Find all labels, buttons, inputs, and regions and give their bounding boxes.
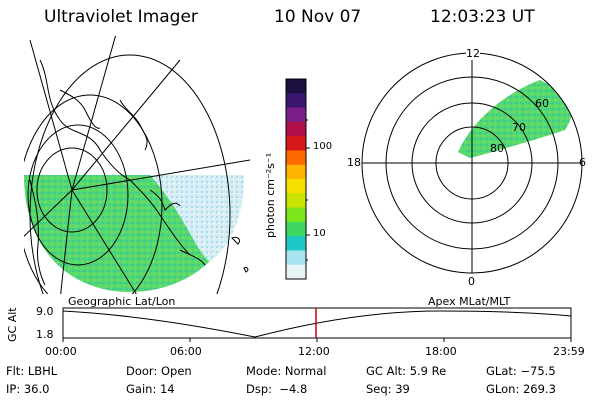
colorbar-stripe [286,107,306,123]
altitude-curve [62,310,572,338]
colorbar-stripe [286,207,306,223]
info-mode: Mode: Normal [246,364,327,378]
info-glat: GLat: −75.5 [486,364,556,378]
time-tick-0600: 06:00 [170,345,202,358]
mlt-label-bottom: 0 [468,275,475,288]
info-door: Door: Open [126,364,192,378]
mlt-label-top: 12 [466,47,480,60]
polar-emission-region [458,80,572,158]
mlat-label-70: 70 [512,121,526,134]
colorbar-stripe [286,150,306,166]
colorbar-tick-100: 100 [313,141,333,152]
info-gc-alt: GC Alt: 5.9 Re [366,364,447,378]
geo-panel-label: Geographic Lat/Lon [68,295,176,308]
time-tick-2359: 23:59 [553,345,585,358]
colorbar-stripe [286,236,306,251]
colorbar-stripe [286,136,306,151]
info-gain: Gain: 14 [126,382,175,396]
observation-date: 10 Nov 07 [274,7,362,27]
mlat-label-80: 80 [490,142,504,155]
time-tick-1200: 12:00 [298,345,330,358]
info-glon: GLon: 269.3 [486,382,556,396]
geo-map [24,36,251,294]
colorbar-scale [286,79,306,280]
observation-time: 12:03:23 UT [430,7,535,27]
polar-panel-label: Apex MLat/MLT [428,295,511,308]
colorbar-stripe [286,164,306,180]
app-title: Ultraviolet Imager [44,7,198,27]
mlt-label-left: 18 [347,156,361,169]
colorbar-stripe [286,264,306,280]
info-seq: Seq: 39 [366,382,410,396]
altitude-ytick-top: 9.0 [36,305,54,318]
info-dsp: Dsp: −4.8 [246,382,308,396]
colorbar-stripe [286,93,306,109]
mlat-label-60: 60 [535,97,549,110]
colorbar-tick-10: 10 [313,228,326,239]
altitude-ylabel: GC Alt [6,307,19,342]
colorbar-stripe [286,193,306,209]
colorbar-stripe [286,179,306,194]
time-tick-0000: 00:00 [45,345,77,358]
colorbar-stripe [286,250,306,266]
info-ip: IP: 36.0 [6,382,50,396]
colorbar-stripe [286,121,306,137]
colorbar-stripe [286,79,306,94]
altitude-ytick-bottom: 1.8 [36,328,54,341]
mlt-label-right: 6 [579,156,586,169]
time-tick-1800: 18:00 [425,345,457,358]
info-flt: Flt: LBHL [6,364,58,378]
colorbar-stripe [286,221,306,237]
